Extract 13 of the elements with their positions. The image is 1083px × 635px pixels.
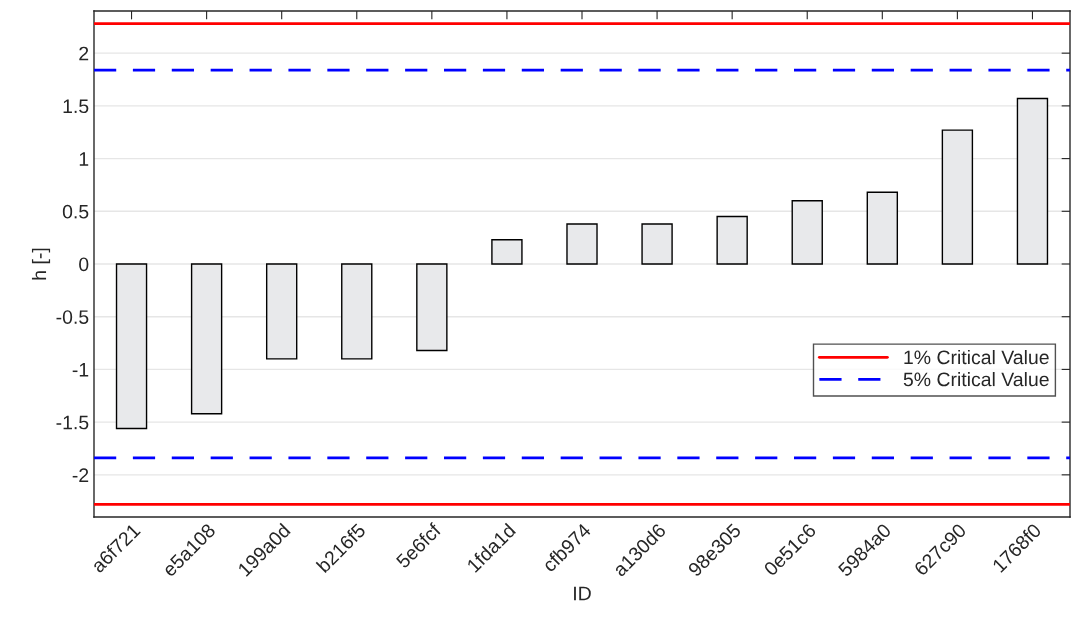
y-tick-label: -2 bbox=[72, 468, 89, 482]
y-tick-label: -1.5 bbox=[56, 415, 89, 430]
legend-label: 1% Critical Value bbox=[904, 349, 1049, 365]
y-tick-label: 0.5 bbox=[62, 204, 89, 219]
legend-label: 5% Critical Value bbox=[903, 372, 1049, 387]
y-tick-label: 1 bbox=[79, 152, 89, 166]
y-tick-label: -1 bbox=[72, 363, 89, 377]
y-tick-label: 0 bbox=[79, 257, 89, 272]
y-tick-label: -0.5 bbox=[56, 310, 89, 324]
y-axis-title: h [-] bbox=[31, 248, 51, 280]
x-axis-title: ID bbox=[574, 586, 591, 601]
y-tick-label: 1.5 bbox=[63, 99, 89, 114]
y-tick-label: 2 bbox=[79, 46, 89, 61]
